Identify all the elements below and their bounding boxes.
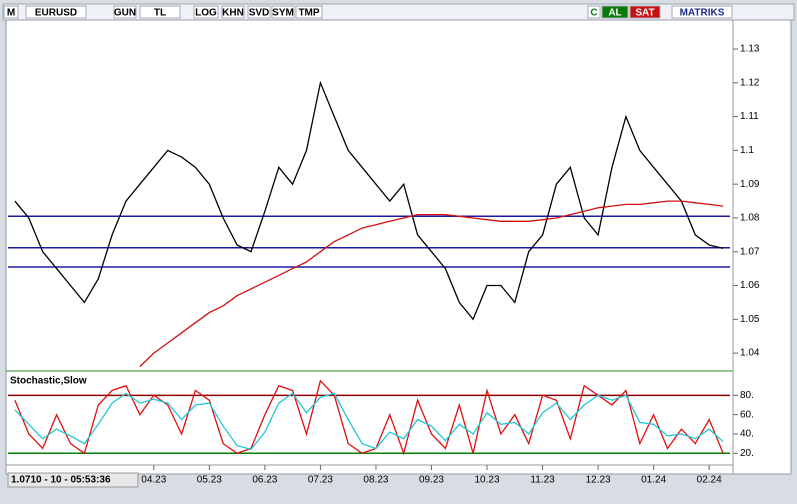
toolbar-button[interactable]	[247, 5, 271, 19]
y-tick-label: 1.06	[740, 280, 760, 291]
toolbar-button[interactable]	[193, 5, 219, 19]
x-tick-label: 05.23	[197, 475, 222, 486]
toolbar-button[interactable]	[221, 5, 245, 19]
toolbar-button[interactable]	[271, 5, 295, 19]
toolbar-button-label[interactable]: C	[590, 8, 597, 19]
series-line	[14, 80, 724, 321]
y-tick-label: 40.	[740, 429, 754, 440]
x-tick-label: 10.23	[475, 475, 500, 486]
series-line	[14, 392, 724, 451]
y-tick-label: 1.05	[740, 314, 760, 325]
x-tick-label: 09.23	[419, 475, 444, 486]
toolbar-button[interactable]	[3, 5, 19, 19]
toolbar-button[interactable]	[25, 5, 87, 19]
toolbar-button[interactable]	[113, 5, 137, 19]
y-tick-label: 1.12	[740, 77, 760, 88]
toolbar-button-label[interactable]: M	[7, 8, 15, 19]
toolbar-button-label[interactable]: TL	[154, 8, 166, 19]
toolbar-button-label[interactable]: MATRIKS	[680, 8, 725, 19]
toolbar-button-label[interactable]: SAT	[635, 8, 654, 19]
y-tick-label: 1.13	[740, 44, 760, 55]
x-tick-label: 04.23	[141, 475, 166, 486]
y-tick-label: 1.09	[740, 179, 760, 190]
toolbar-button[interactable]	[587, 5, 601, 19]
x-tick-label: 11.23	[530, 475, 555, 486]
y-tick-label: 60.	[740, 409, 754, 420]
toolbar-button-label[interactable]: TMP	[298, 8, 319, 19]
status-readout: 1.0710 - 10 - 05:53:36	[11, 475, 111, 486]
toolbar-button[interactable]	[601, 5, 629, 19]
toolbar-button[interactable]	[139, 5, 181, 19]
series-line	[139, 200, 724, 368]
toolbar-button-label[interactable]: KHN	[222, 8, 244, 19]
x-tick-label: 02.24	[697, 475, 722, 486]
toolbar-button-label[interactable]: AL	[608, 8, 621, 19]
toolbar-button-label[interactable]: SVD	[249, 8, 270, 19]
y-tick-label: 1.07	[740, 246, 760, 257]
x-tick-label: 06.23	[252, 475, 277, 486]
x-tick-label: 01.24	[641, 475, 666, 486]
y-tick-label: 80.	[740, 390, 754, 401]
x-tick-label: 12.23	[586, 475, 611, 486]
x-tick-label: 07.23	[308, 475, 333, 486]
y-tick-label: 1.04	[740, 348, 760, 359]
y-tick-label: 20.	[740, 448, 754, 459]
series-line	[14, 379, 724, 456]
panel-title: Stochastic,Slow	[10, 376, 87, 387]
toolbar-button[interactable]	[295, 5, 323, 19]
toolbar-button[interactable]	[629, 5, 661, 19]
toolbar-button-label[interactable]: EURUSD	[35, 8, 77, 19]
toolbar-button[interactable]	[671, 5, 733, 19]
toolbar-button-label[interactable]: SYM	[272, 8, 294, 19]
x-tick-label: 08.23	[363, 475, 388, 486]
y-tick-label: 1.08	[740, 213, 760, 224]
status-box	[7, 472, 139, 488]
toolbar-button-label[interactable]: GUN	[114, 8, 136, 19]
y-tick-label: 1.11	[740, 111, 759, 122]
y-tick-label: 1.1	[740, 145, 754, 156]
toolbar-button-label[interactable]: LOG	[195, 8, 217, 19]
